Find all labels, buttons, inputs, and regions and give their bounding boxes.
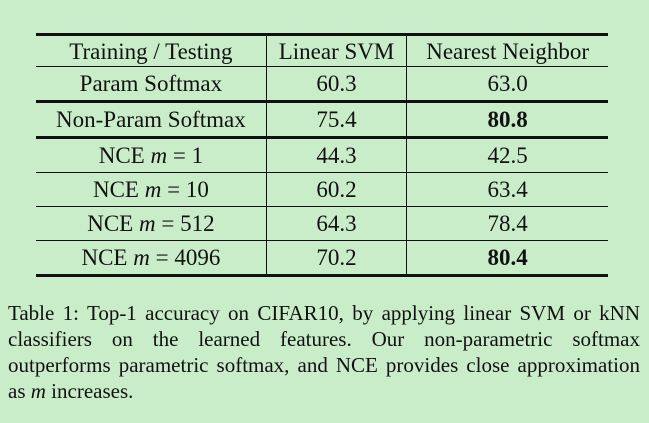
method-cell: NCE m = 512 [36,206,267,241]
table-caption: Table 1: Top-1 accuracy on CIFAR10, by a… [8,300,640,404]
method-cell: NCE m = 1 [36,137,267,173]
method-prefix: NCE [81,245,128,270]
m-value: 4096 [174,245,221,270]
caption-text-end: increases. [51,379,134,403]
nn-cell-best: 80.4 [487,245,528,270]
nn-cell: 63.4 [487,177,528,202]
table-row: Param Softmax 60.3 63.0 [36,66,608,102]
caption-m-variable: m [30,379,46,403]
svm-cell: 70.2 [266,240,408,276]
results-table: Training / Testing Linear SVM Nearest Ne… [36,33,608,277]
equals-sign: = [161,177,186,202]
m-value: 10 [185,177,209,202]
svm-cell: 64.3 [266,206,408,241]
nn-cell: 78.4 [487,211,528,236]
header-linear-svm: Linear SVM [266,34,408,67]
svm-cell: 60.3 [266,66,408,102]
method-prefix: NCE [87,211,134,236]
header-training-testing: Training / Testing [36,34,267,67]
header-nearest-neighbor: Nearest Neighbor [426,38,590,64]
m-value: 1 [191,143,204,168]
nn-cell: 42.5 [487,143,528,168]
table-row: NCE m = 512 64.3 78.4 [36,206,608,241]
method-prefix: NCE [98,143,145,168]
m-value: 512 [180,211,215,236]
table-header-row: Training / Testing Linear SVM Nearest Ne… [36,34,608,67]
results-table-container: Training / Testing Linear SVM Nearest Ne… [36,33,608,277]
method-cell: Param Softmax [36,66,267,102]
caption-label: Table 1: [8,301,79,325]
method-prefix: NCE [92,177,139,202]
nn-cell: 63.0 [487,71,528,96]
caption-text: Top-1 accuracy on CIFAR10, by applying l… [8,301,640,403]
method-cell: Non-Param Softmax [36,101,267,138]
svm-cell: 60.2 [266,172,408,207]
method-cell: NCE m = 10 [36,172,267,207]
table-row: Non-Param Softmax 75.4 80.8 [36,101,608,138]
m-variable: m [144,177,162,202]
table-row: NCE m = 4096 70.2 80.4 [36,240,608,276]
m-variable: m [150,143,168,168]
nn-cell-best: 80.8 [487,107,528,132]
equals-sign: = [155,211,181,236]
m-variable: m [133,245,150,270]
method-cell: NCE m = 4096 [36,240,267,276]
svm-cell: 44.3 [266,137,408,173]
m-variable: m [138,211,156,236]
table-row: NCE m = 1 44.3 42.5 [36,137,608,173]
equals-sign: = [167,143,192,168]
table-row: NCE m = 10 60.2 63.4 [36,172,608,207]
equals-sign: = [149,245,175,270]
svm-cell: 75.4 [266,101,408,138]
